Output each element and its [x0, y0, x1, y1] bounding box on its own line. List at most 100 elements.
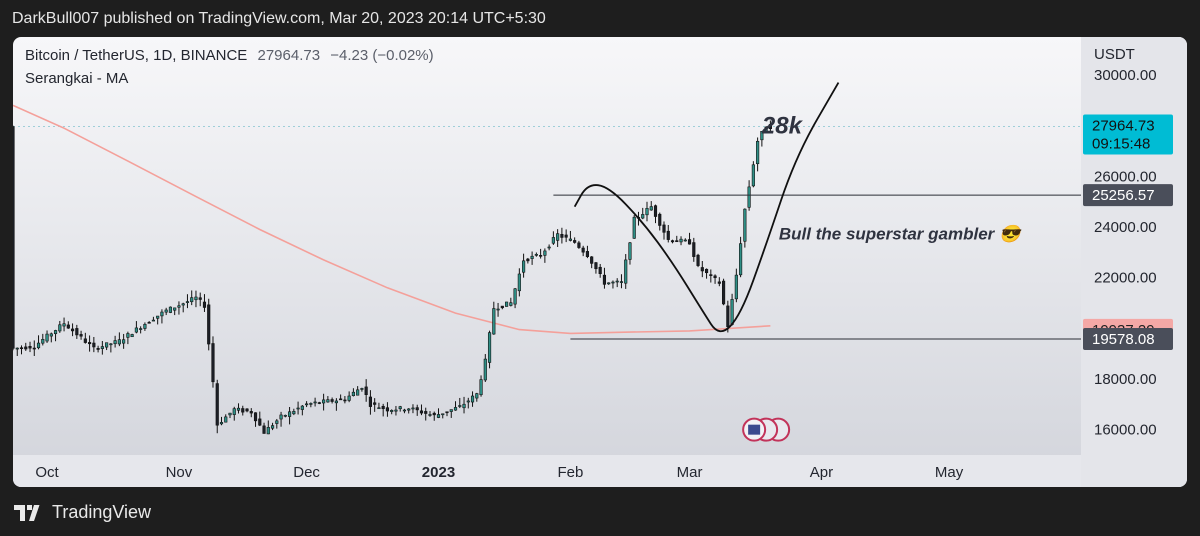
- tradingview-logo[interactable]: TradingView: [14, 502, 151, 523]
- candle-body: [479, 379, 483, 396]
- candle-body: [726, 305, 730, 328]
- candle-body: [292, 411, 296, 415]
- candle-body: [505, 301, 509, 307]
- y-tick-label: 16000.00: [1094, 422, 1157, 439]
- candle-body: [526, 258, 530, 262]
- candle-body: [483, 358, 487, 381]
- x-tick-label: Oct: [35, 464, 59, 481]
- chart-annotation: 28k: [761, 112, 804, 139]
- candle-body: [419, 410, 424, 414]
- rounded-curve: [573, 82, 840, 333]
- candle-body: [326, 399, 330, 403]
- candle-body: [122, 339, 126, 344]
- candle-body: [756, 140, 760, 165]
- indicator-label[interactable]: Serangkai - MA: [25, 70, 129, 87]
- candle-body: [453, 407, 458, 411]
- candle-body: [228, 412, 232, 416]
- candle-body: [219, 422, 224, 425]
- candle-body: [377, 407, 381, 410]
- candle-body: [760, 130, 764, 141]
- candle-body: [475, 393, 479, 399]
- candle-body: [181, 303, 185, 306]
- candle-body: [743, 208, 747, 242]
- candle-body: [236, 407, 241, 411]
- candle-body: [160, 311, 164, 317]
- candle-body: [615, 280, 619, 283]
- candle-body: [32, 347, 36, 350]
- candle-body: [330, 399, 334, 402]
- candle-body: [322, 399, 326, 404]
- candle-body: [458, 405, 462, 407]
- candle-body: [232, 408, 236, 415]
- candle-body: [202, 301, 207, 308]
- candle-body: [275, 420, 279, 424]
- candle-body: [530, 255, 534, 259]
- candle-body: [598, 266, 602, 274]
- candle-body: [13, 126, 15, 349]
- candle-body: [590, 256, 594, 264]
- candle-body: [198, 297, 202, 300]
- candle-body: [411, 407, 415, 410]
- price-scale: [1081, 37, 1187, 487]
- candle-body: [581, 247, 585, 253]
- candle-body: [134, 327, 138, 333]
- candle-body: [487, 332, 492, 363]
- candle-body: [428, 414, 432, 416]
- candle-body: [66, 324, 70, 329]
- candle-body: [70, 328, 75, 332]
- candle-body: [309, 403, 313, 405]
- candle-body: [266, 427, 270, 435]
- candle-body: [15, 347, 19, 350]
- candle-body: [88, 342, 92, 345]
- candle-body: [717, 281, 721, 284]
- candle-body: [279, 414, 283, 420]
- candle-body: [462, 403, 466, 409]
- candle-body: [394, 409, 398, 412]
- candle-body: [679, 238, 683, 243]
- candle-body: [45, 333, 49, 342]
- candle-body: [441, 413, 445, 416]
- candle-body: [398, 406, 402, 410]
- candle-body: [313, 401, 317, 404]
- chart-panel[interactable]: USDT 30000.00 26000.00 24000.00 22000.00 1800…: [13, 37, 1187, 487]
- chart-annotation: Bull the superstar gambler 😎: [779, 225, 1023, 244]
- candle-body: [241, 408, 245, 413]
- x-tick-label: May: [935, 464, 964, 481]
- price-axis-label: 19578.08: [1092, 331, 1155, 348]
- candle-body: [509, 302, 513, 306]
- candle-body: [696, 254, 700, 266]
- candle-body: [662, 224, 666, 233]
- candle-body: [19, 347, 24, 349]
- candle-body: [117, 339, 121, 345]
- candle-body: [517, 273, 521, 292]
- candle-body: [649, 206, 653, 211]
- candle-body: [436, 414, 441, 418]
- price-axis-label: 27964.73: [1092, 118, 1155, 135]
- candle-body: [49, 333, 53, 337]
- time-scale: [13, 455, 1081, 487]
- candle-body: [287, 411, 292, 417]
- candle-body: [258, 418, 262, 426]
- candle-body: [734, 274, 738, 300]
- candle-body: [543, 250, 547, 256]
- price-axis-label: 09:15:48: [1092, 136, 1150, 153]
- y-tick-label: 24000.00: [1094, 219, 1157, 236]
- candle-body: [96, 348, 100, 350]
- candle-body: [343, 399, 347, 402]
- candle-body: [675, 240, 679, 243]
- candle-body: [339, 398, 343, 401]
- candle-body: [632, 216, 636, 239]
- candle-body: [126, 333, 130, 338]
- candle-body: [185, 301, 190, 303]
- price-chart[interactable]: USDT 30000.00 26000.00 24000.00 22000.00 1800…: [13, 37, 1187, 487]
- candle-body: [100, 346, 104, 349]
- candle-body: [449, 409, 453, 412]
- candle-body: [283, 414, 287, 417]
- symbol-name[interactable]: Bitcoin / TetherUS, 1D, BINANCE: [25, 47, 248, 64]
- candle-body: [764, 126, 768, 132]
- candle-body: [628, 242, 632, 260]
- candle-body: [368, 396, 372, 407]
- candle-body: [41, 339, 45, 344]
- y-tick-label: 30000.00: [1094, 67, 1157, 84]
- x-tick-label: Nov: [166, 464, 193, 481]
